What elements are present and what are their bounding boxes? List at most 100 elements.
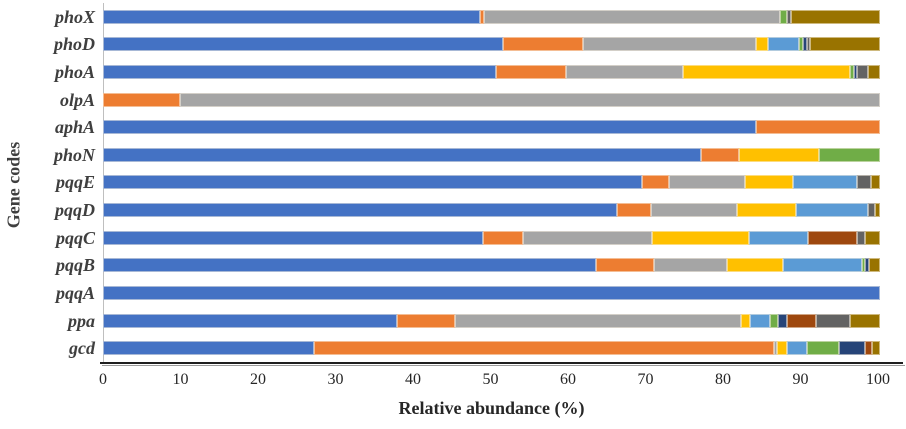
bar-row: pqqD — [0, 196, 880, 224]
bar-segment-light-blue — [782, 258, 863, 273]
x-tick-label: 70 — [637, 371, 654, 388]
bar-segment-dark-blue — [803, 37, 807, 52]
bar-segment-dark-yellow — [849, 313, 880, 328]
bar-segment-green — [818, 147, 880, 162]
bar-track — [103, 9, 880, 24]
bar-segment-blue — [103, 37, 504, 52]
bar-segment-dark-yellow — [809, 37, 880, 52]
bar-segment-gold — [726, 258, 783, 273]
bar-row: phoA — [0, 58, 880, 86]
bar-track — [103, 147, 880, 162]
gene-label: ppa — [68, 310, 95, 331]
bar-segment-blue — [103, 175, 643, 190]
bar-segment-dark-gray — [857, 175, 872, 190]
bar-segment-brown — [808, 230, 857, 245]
bar-segment-gold — [739, 147, 819, 162]
x-tick-label: 60 — [560, 371, 576, 388]
bar-segment-dark-gray — [806, 37, 810, 52]
bar-segment-gold — [756, 37, 769, 52]
bar-row: olpA — [0, 86, 880, 114]
bar-segment-blue — [103, 9, 480, 24]
gene-label: pqqB — [55, 255, 95, 276]
bar-track — [103, 341, 880, 356]
bar-segment-gray — [483, 9, 780, 24]
bar-row: ppa — [0, 307, 880, 335]
bar-segment-orange — [103, 92, 180, 107]
bar-track — [103, 285, 880, 300]
bar-segment-green — [849, 65, 854, 80]
bar-segment-blue — [103, 65, 497, 80]
bar-segment-light-blue — [796, 203, 868, 218]
bar-segment-green — [770, 313, 779, 328]
gene-label: aphA — [54, 117, 95, 138]
bar-segment-dark-yellow — [871, 175, 880, 190]
bar-segment-dark-gray — [786, 9, 792, 24]
bar-segment-orange — [482, 230, 524, 245]
gene-label: gcd — [69, 338, 95, 359]
bar-segment-light-blue — [750, 313, 771, 328]
gene-label: pqqA — [55, 282, 95, 303]
bar-segment-brown — [787, 313, 817, 328]
x-axis-line-shadow — [102, 365, 905, 366]
bar-row: pqqE — [0, 169, 880, 197]
bar-track — [103, 175, 880, 190]
bar-segment-orange — [496, 65, 567, 80]
bar-segment-gray — [583, 37, 757, 52]
gene-label: olpA — [59, 89, 95, 110]
bar-track — [103, 203, 880, 218]
bar-segment-dark-blue — [778, 313, 788, 328]
bar-track — [103, 230, 880, 245]
bar-segment-dark-yellow — [869, 258, 880, 273]
bar-segment-blue — [103, 341, 315, 356]
bar-segment-blue — [103, 258, 597, 273]
x-tick-label: 80 — [715, 371, 731, 388]
x-tick-label: 100 — [866, 371, 890, 388]
bar-segment-dark-gray — [857, 65, 869, 80]
bar-segment-green — [862, 258, 866, 273]
bar-segment-orange — [503, 37, 584, 52]
bar-segment-dark-yellow — [868, 65, 880, 80]
bar-segment-blue — [103, 147, 702, 162]
bar-segment-gold — [737, 203, 797, 218]
bar-segment-gold — [740, 313, 751, 328]
gene-label: pqqD — [55, 200, 95, 221]
x-tick-label: 50 — [482, 371, 499, 388]
bar-segment-orange — [479, 9, 484, 24]
x-tick-label: 0 — [99, 371, 107, 388]
bar-segment-gray — [650, 203, 737, 218]
x-tick-label: 30 — [327, 371, 344, 388]
bar-row: pqqC — [0, 224, 880, 252]
bar-segment-orange — [701, 147, 740, 162]
bar-row: phoX — [0, 3, 880, 31]
bar-track — [103, 120, 880, 135]
bar-segment-dark-blue — [838, 341, 866, 356]
bar-segment-brown — [865, 341, 873, 356]
bar-segment-orange — [314, 341, 775, 356]
bar-segment-gray — [668, 175, 745, 190]
x-tick-label: 20 — [250, 371, 266, 388]
bar-segment-dark-blue — [865, 258, 870, 273]
bar-track — [103, 92, 880, 107]
x-axis-ticks: 0 10 20 30 40 50 60 70 80 90 100 — [0, 372, 906, 392]
bar-segment-orange — [397, 313, 455, 328]
bar-segment-blue — [103, 285, 880, 300]
bar-track — [103, 258, 880, 273]
bar-segment-gray — [454, 313, 741, 328]
bar-segment-orange — [617, 203, 651, 218]
x-axis-line — [100, 362, 903, 364]
gene-label: phoX — [54, 6, 95, 27]
bar-track — [103, 65, 880, 80]
bar-segment-orange — [642, 175, 669, 190]
bar-track — [103, 313, 880, 328]
bar-segment-dark-yellow — [865, 230, 880, 245]
bar-segment-light-blue — [749, 230, 809, 245]
bar-segment-dark-yellow — [791, 9, 880, 24]
bar-segment-dark-yellow — [872, 341, 880, 356]
x-tick-label: 40 — [405, 371, 421, 388]
bar-segment-gray — [566, 65, 683, 80]
bar-row: pqqA — [0, 279, 880, 307]
bar-segment-blue — [103, 313, 398, 328]
bar-segment-light-blue — [792, 175, 858, 190]
bar-segment-dark-blue — [853, 65, 858, 80]
